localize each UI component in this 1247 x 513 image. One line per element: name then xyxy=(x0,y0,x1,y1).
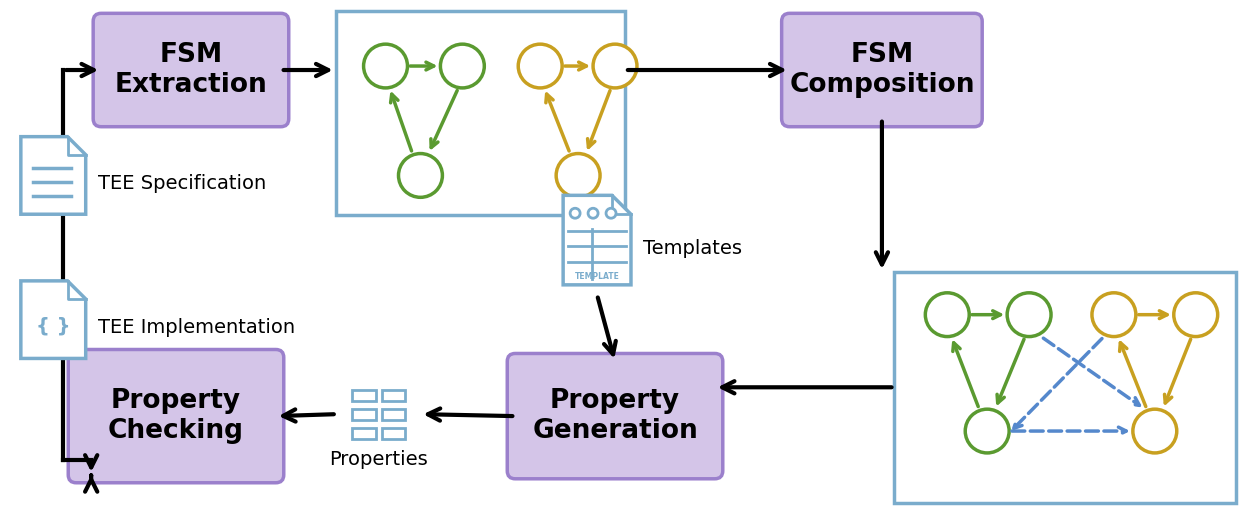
Circle shape xyxy=(364,44,408,88)
Text: Property
Generation: Property Generation xyxy=(532,388,698,444)
Text: TEMPLATE: TEMPLATE xyxy=(575,272,620,282)
Text: Templates: Templates xyxy=(643,239,742,258)
Text: FSM
Extraction: FSM Extraction xyxy=(115,42,267,98)
Circle shape xyxy=(1008,293,1051,337)
Bar xyxy=(894,272,1236,503)
Circle shape xyxy=(440,44,484,88)
Circle shape xyxy=(556,153,600,198)
FancyBboxPatch shape xyxy=(94,13,289,127)
Polygon shape xyxy=(21,281,86,359)
Circle shape xyxy=(570,208,580,218)
Circle shape xyxy=(399,153,443,198)
Circle shape xyxy=(606,208,616,218)
Bar xyxy=(382,427,405,439)
Polygon shape xyxy=(564,195,631,285)
FancyBboxPatch shape xyxy=(69,349,284,483)
Circle shape xyxy=(1132,409,1177,453)
Circle shape xyxy=(1173,293,1217,337)
Text: Properties: Properties xyxy=(329,450,428,469)
Bar xyxy=(352,390,375,401)
Bar xyxy=(382,409,405,420)
Bar xyxy=(352,409,375,420)
Text: { }: { } xyxy=(36,317,71,336)
Text: Property
Checking: Property Checking xyxy=(108,388,244,444)
Bar xyxy=(382,390,405,401)
Circle shape xyxy=(589,208,599,218)
Circle shape xyxy=(594,44,637,88)
Bar xyxy=(335,11,625,215)
Text: TEE Implementation: TEE Implementation xyxy=(99,318,296,337)
Circle shape xyxy=(519,44,562,88)
FancyBboxPatch shape xyxy=(782,13,983,127)
Text: FSM
Composition: FSM Composition xyxy=(789,42,975,98)
Text: TEE Specification: TEE Specification xyxy=(99,174,267,193)
Circle shape xyxy=(1092,293,1136,337)
Polygon shape xyxy=(21,136,86,214)
FancyBboxPatch shape xyxy=(508,353,723,479)
Bar xyxy=(352,427,375,439)
Circle shape xyxy=(925,293,969,337)
Circle shape xyxy=(965,409,1009,453)
